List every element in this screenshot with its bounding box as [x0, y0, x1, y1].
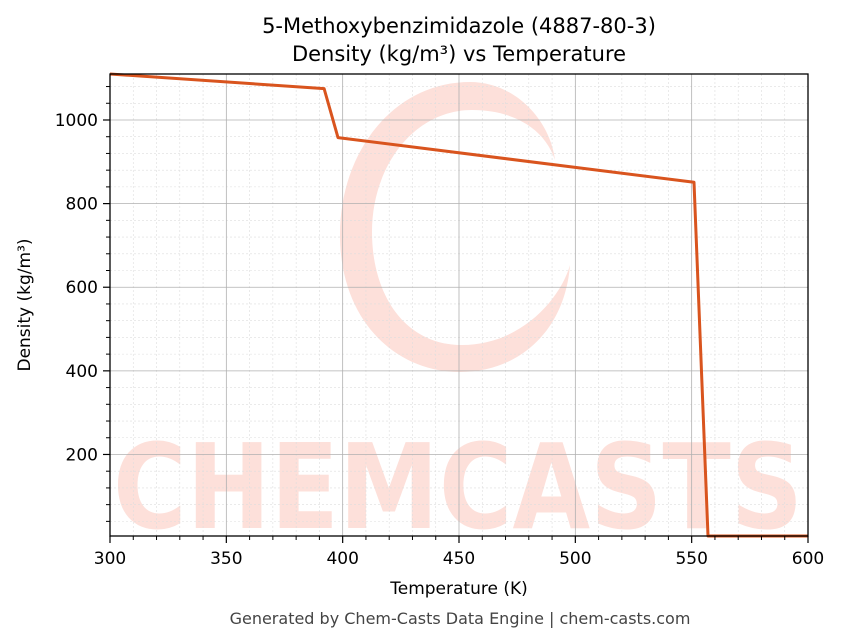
chart-subtitle: Density (kg/m³) vs Temperature — [292, 42, 626, 66]
x-tick-label: 400 — [326, 549, 358, 569]
chart-title: 5-Methoxybenzimidazole (4887-80-3) — [262, 14, 656, 38]
x-tick-label: 550 — [675, 549, 707, 569]
axis-ticks: 300 350 400 450 500 550 600 200 400 600 800 1000 — [55, 86, 824, 569]
x-tick-label: 300 — [94, 549, 126, 569]
x-tick-label: 600 — [792, 549, 824, 569]
footer-credit: Generated by Chem-Casts Data Engine | ch… — [230, 609, 691, 628]
x-tick-label: 350 — [210, 549, 242, 569]
x-tick-label: 500 — [559, 549, 591, 569]
y-tick-label: 400 — [66, 362, 98, 382]
y-tick-label: 600 — [66, 278, 98, 298]
y-axis-label: Density (kg/m³) — [15, 238, 35, 371]
watermark-text: CHEMCASTS — [113, 418, 803, 556]
chemcasts-watermark: CHEMCASTS — [113, 82, 803, 556]
y-tick-label: 1000 — [55, 111, 98, 131]
x-axis-label: Temperature (K) — [389, 579, 528, 599]
x-tick-label: 450 — [443, 549, 475, 569]
y-tick-label: 200 — [66, 445, 98, 465]
y-tick-label: 800 — [66, 195, 98, 215]
